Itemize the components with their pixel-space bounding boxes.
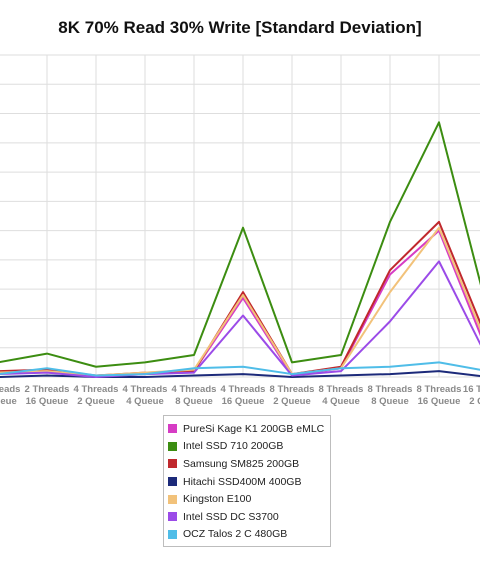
legend-label: Kingston E100 [183,493,252,506]
legend-item: Intel SSD 710 200GB [168,438,326,456]
x-tick-label: 8 Threads 16 Queue [417,384,462,407]
series-line [0,121,480,368]
legend-swatch [168,441,177,451]
legend-label: Hitachi SSD400M 400GB [183,475,302,488]
legend-item: Kingston E100 [168,490,326,508]
legend-swatch [168,512,177,522]
legend-swatch [168,459,177,469]
legend-swatch [168,477,177,487]
x-tick-label: 8 Threads 2 Queue [270,384,315,407]
x-tick-label: 4 Threads 4 Queue [123,384,168,407]
gridlines [0,54,480,378]
legend-item: Hitachi SSD400M 400GB [168,473,326,491]
legend-item: Intel SSD DC S3700 [168,508,326,526]
legend-item: PureSi Kage K1 200GB eMLC [168,420,326,438]
x-tick-label: 8 Threads 8 Queue [368,384,413,407]
legend-swatch [168,494,177,504]
legend-label: Samsung SM825 200GB [183,457,300,470]
legend-swatch [168,424,177,434]
legend-label: PureSi Kage K1 200GB eMLC [183,422,325,435]
legend: PureSi Kage K1 200GB eMLC Intel SSD 710 2… [163,415,331,547]
x-tick-label: 8 Threads 4 Queue [319,384,364,407]
x-tick-label: 4 Threads 8 Queue [172,384,217,407]
legend-swatch [168,529,177,539]
chart-title: 8K 70% Read 30% Write [Standard Deviatio… [58,18,422,37]
legend-label: OCZ Talos 2 C 480GB [183,528,288,541]
legend-item: Samsung SM825 200GB [168,455,326,473]
x-tick-label: 4 Threads 2 Queue [74,384,119,407]
series-lines [0,121,480,378]
x-tick-label: 4 Threads 16 Queue [221,384,266,407]
legend-label: Intel SSD 710 200GB [183,440,284,453]
legend-label: Intel SSD DC S3700 [183,510,279,523]
legend-item: OCZ Talos 2 C 480GB [168,526,326,544]
x-tick-label: 2 Threads 16 Queue [25,384,70,407]
